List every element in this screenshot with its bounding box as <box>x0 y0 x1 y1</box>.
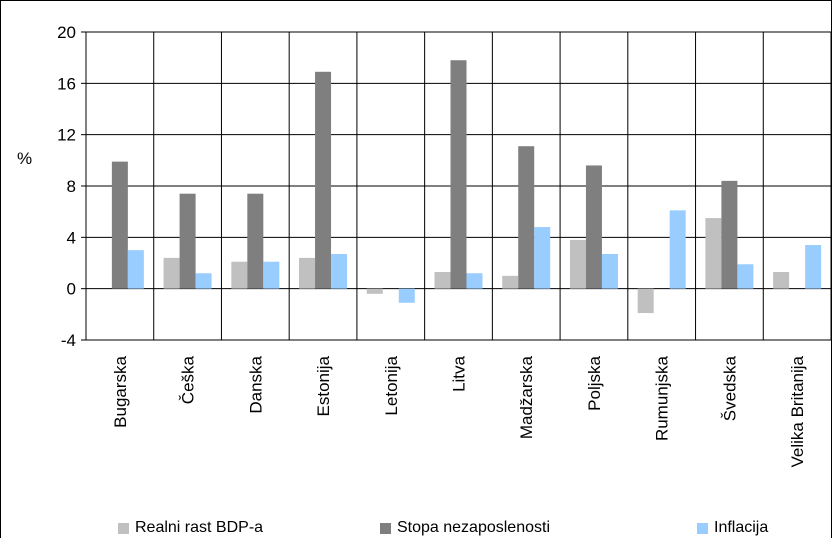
bar-3 <box>263 261 280 289</box>
legend-label-2: Stopa nezaposlenosti <box>397 519 550 536</box>
bar-1 <box>163 257 180 289</box>
x-tick-label: Bugarska <box>111 355 130 427</box>
x-tick-label: Rumunjska <box>653 355 672 441</box>
bar-3 <box>195 273 212 289</box>
bar-3 <box>805 245 822 289</box>
bar-2 <box>721 180 738 289</box>
x-tick-label: Litva <box>450 355 469 391</box>
legend-label-3: Inflacija <box>714 519 769 536</box>
y-tick-label: 20 <box>57 23 76 42</box>
legend-swatch-3 <box>697 522 708 534</box>
bar-2 <box>315 71 332 289</box>
bar-2 <box>518 146 535 289</box>
bar-1 <box>637 288 654 314</box>
y-axis-label: % <box>17 149 33 168</box>
bar-3 <box>534 227 551 289</box>
x-tick-label: Danska <box>246 355 265 413</box>
bar-1 <box>569 239 586 289</box>
bar-1 <box>366 288 383 294</box>
x-tick-label: Češka <box>179 355 198 404</box>
bar-1 <box>705 218 722 289</box>
bar-3 <box>331 254 348 289</box>
legend-item-3: Inflacija <box>697 518 768 538</box>
bar-2 <box>247 193 264 289</box>
x-tick-label: Estonija <box>314 355 333 416</box>
legend-swatch-2 <box>380 522 391 534</box>
y-tick-label: -4 <box>61 331 76 350</box>
x-tick-label: Letonija <box>382 355 401 415</box>
legend-label-1: Realni rast BDP-a <box>135 519 264 536</box>
y-tick-label: 4 <box>67 228 76 247</box>
y-tick-label: 16 <box>57 74 76 93</box>
bar-3 <box>398 288 415 303</box>
bar-3 <box>737 264 754 289</box>
bar-1 <box>231 261 248 289</box>
bar-1 <box>773 271 790 289</box>
x-tick-label: Velika Britanija <box>788 355 807 467</box>
legend-item-2: Stopa nezaposlenosti <box>380 518 550 538</box>
bars <box>111 60 822 314</box>
bar-3 <box>127 250 144 289</box>
legend-swatch-1 <box>118 522 129 534</box>
bar-2 <box>111 161 128 289</box>
bar-3 <box>466 273 483 289</box>
bar-3 <box>669 210 686 289</box>
y-tick-label: 12 <box>57 126 76 145</box>
x-tick-label: Švedska <box>720 355 739 421</box>
y-tick-labels: -4 0 4 8 12 16 20 <box>57 23 76 350</box>
y-tick-label: 0 <box>67 280 76 299</box>
axes <box>81 31 832 341</box>
bar-1 <box>502 275 519 289</box>
bar-3 <box>601 254 618 289</box>
bar-1 <box>299 257 316 289</box>
x-tick-labels: Bugarska Češka Danska Estonija Letonija Litva… <box>111 355 807 467</box>
bar-2 <box>585 165 602 289</box>
bar-1 <box>434 271 451 289</box>
x-tick-label: Madžarska <box>517 355 536 439</box>
x-tick-label: Poljska <box>585 355 604 410</box>
bar-2 <box>450 60 467 289</box>
legend-item-1: Realni rast BDP-a <box>118 518 263 538</box>
bar-2 <box>179 193 196 289</box>
y-tick-label: 8 <box>67 177 76 196</box>
